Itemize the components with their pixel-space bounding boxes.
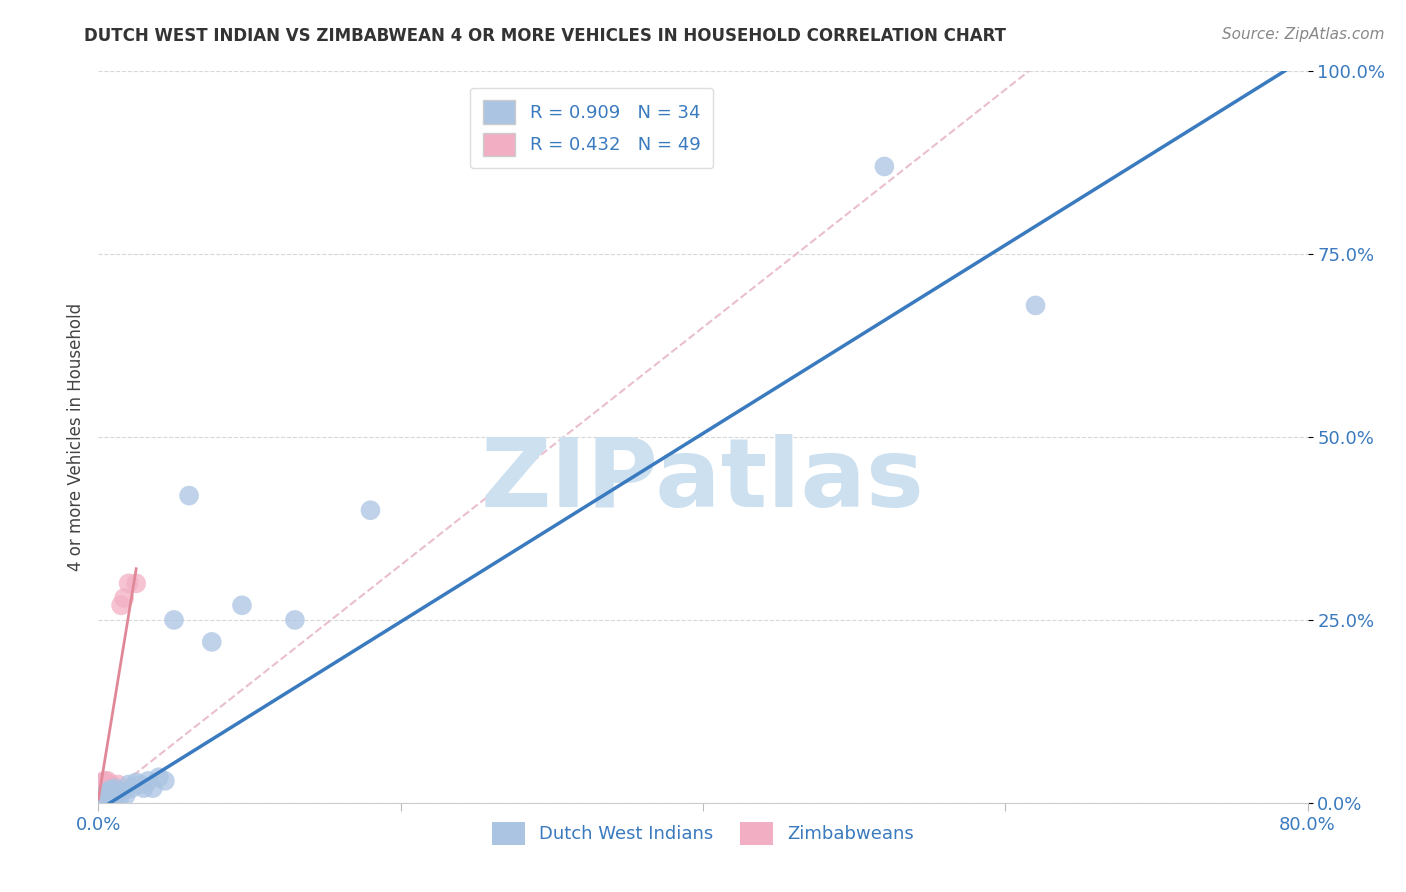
Point — [103, 781, 125, 796]
Point — [94, 785, 117, 799]
Point — [90, 787, 112, 801]
Point — [89, 785, 111, 799]
Point — [91, 789, 114, 803]
Point — [90, 782, 112, 797]
Point — [360, 503, 382, 517]
Legend: Dutch West Indians, Zimbabweans: Dutch West Indians, Zimbabweans — [485, 814, 921, 852]
Point — [201, 635, 224, 649]
Point — [89, 792, 111, 806]
Text: ZIPatlas: ZIPatlas — [481, 434, 925, 527]
Point — [94, 789, 117, 804]
Point — [153, 773, 176, 788]
Point — [91, 785, 114, 799]
Point — [94, 778, 117, 792]
Point — [107, 778, 129, 792]
Point — [103, 785, 125, 799]
Point — [96, 789, 118, 803]
Point — [94, 792, 117, 806]
Point — [96, 785, 118, 799]
Point — [90, 789, 112, 804]
Point — [96, 785, 118, 799]
Point — [91, 782, 114, 797]
Point — [94, 787, 117, 801]
Point — [125, 576, 148, 591]
Point — [105, 789, 128, 803]
Point — [96, 792, 118, 806]
Point — [90, 789, 112, 804]
Point — [93, 789, 115, 803]
Point — [101, 785, 124, 799]
Point — [94, 775, 117, 789]
Point — [118, 778, 141, 792]
Point — [93, 785, 115, 799]
Point — [90, 778, 112, 792]
Point — [93, 773, 115, 788]
Point — [118, 576, 141, 591]
Point — [91, 775, 114, 789]
Point — [93, 789, 115, 804]
Point — [108, 789, 131, 804]
Point — [873, 160, 896, 174]
Point — [104, 782, 127, 797]
Point — [91, 789, 114, 803]
Point — [1024, 298, 1046, 312]
Point — [107, 785, 129, 799]
Point — [91, 781, 114, 796]
Point — [96, 773, 118, 788]
Point — [231, 599, 253, 613]
Point — [98, 792, 121, 806]
Point — [132, 781, 155, 796]
Point — [163, 613, 186, 627]
Text: DUTCH WEST INDIAN VS ZIMBABWEAN 4 OR MORE VEHICLES IN HOUSEHOLD CORRELATION CHAR: DUTCH WEST INDIAN VS ZIMBABWEAN 4 OR MOR… — [84, 27, 1007, 45]
Point — [121, 781, 143, 796]
Point — [114, 789, 136, 803]
Point — [125, 775, 148, 789]
Point — [142, 781, 165, 796]
Point — [100, 782, 122, 797]
Point — [112, 591, 135, 605]
Point — [110, 599, 132, 613]
Point — [89, 778, 111, 792]
Text: Source: ZipAtlas.com: Source: ZipAtlas.com — [1222, 27, 1385, 42]
Point — [136, 773, 159, 788]
Point — [89, 792, 111, 806]
Point — [94, 787, 117, 801]
Point — [98, 782, 121, 797]
Point — [93, 781, 115, 796]
Point — [90, 792, 112, 806]
Point — [98, 778, 121, 792]
Point — [148, 770, 170, 784]
Point — [91, 789, 114, 804]
Point — [284, 613, 307, 627]
Point — [94, 792, 117, 806]
Point — [101, 787, 124, 801]
Point — [93, 792, 115, 806]
Point — [100, 785, 122, 799]
Point — [94, 781, 117, 796]
Point — [104, 781, 127, 796]
Y-axis label: 4 or more Vehicles in Household: 4 or more Vehicles in Household — [66, 303, 84, 571]
Point — [96, 778, 118, 792]
Point — [129, 778, 152, 792]
Point — [98, 789, 121, 803]
Point — [111, 785, 134, 799]
Point — [91, 778, 114, 792]
Point — [100, 789, 122, 804]
Point — [179, 489, 201, 503]
Point — [89, 789, 111, 803]
Point — [100, 778, 122, 792]
Point — [91, 792, 114, 806]
Point — [98, 789, 121, 803]
